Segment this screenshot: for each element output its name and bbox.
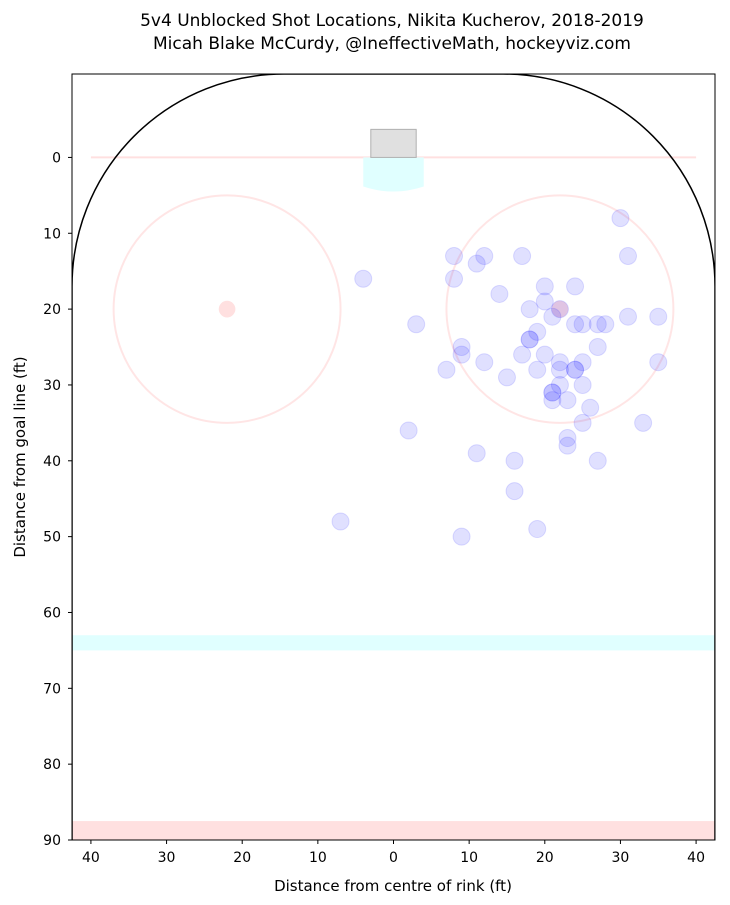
shot-point xyxy=(566,360,585,379)
rink-boards xyxy=(72,74,715,840)
shot-point xyxy=(535,277,554,296)
y-tick-label: 20 xyxy=(43,302,61,318)
shot-point xyxy=(550,353,569,372)
end-red-strip xyxy=(72,821,715,840)
shot-point xyxy=(581,398,600,417)
shot-point xyxy=(505,451,524,470)
shot-point xyxy=(543,307,562,326)
shot-point xyxy=(505,482,524,501)
shot-point xyxy=(535,345,554,364)
shot-point xyxy=(566,277,585,296)
x-tick-label: 10 xyxy=(460,850,478,866)
x-tick-label: 10 xyxy=(309,850,327,866)
shot-point xyxy=(452,345,471,364)
y-tick-label: 40 xyxy=(43,454,61,470)
shot-point xyxy=(520,300,539,319)
shot-point xyxy=(573,375,592,394)
shot-point xyxy=(558,429,577,448)
x-tick-label: 30 xyxy=(612,850,630,866)
blue-line xyxy=(72,635,715,651)
goal-crease xyxy=(363,157,424,192)
shot-point xyxy=(558,436,577,455)
shot-point xyxy=(543,383,562,402)
x-tick-label: 30 xyxy=(158,850,176,866)
shot-point xyxy=(550,300,569,319)
y-tick-label: 10 xyxy=(43,226,61,242)
y-tick-label: 30 xyxy=(43,378,61,394)
shot-point xyxy=(550,360,569,379)
shot-point xyxy=(437,360,456,379)
x-tick-label: 40 xyxy=(82,850,100,866)
y-tick-label: 70 xyxy=(43,681,61,697)
faceoff-dot-right xyxy=(551,300,569,318)
shot-point xyxy=(649,353,668,372)
shot-point xyxy=(467,254,486,273)
x-tick-label: 40 xyxy=(687,850,705,866)
shot-point xyxy=(573,315,592,334)
goal-net xyxy=(370,128,417,158)
shot-point xyxy=(573,353,592,372)
shot-point xyxy=(588,315,607,334)
shot-point xyxy=(588,338,607,357)
shot-point xyxy=(445,269,464,288)
shot-point xyxy=(475,247,494,266)
x-tick-label: 20 xyxy=(233,850,251,866)
y-axis-ticks: 0 10 20 30 40 50 60 70 80 90 xyxy=(43,150,72,849)
shot-point xyxy=(513,247,532,266)
shot-point xyxy=(619,247,638,266)
shot-point xyxy=(407,315,426,334)
y-tick-label: 80 xyxy=(43,757,61,773)
shot-point xyxy=(528,322,547,341)
y-tick-label: 60 xyxy=(43,605,61,621)
shot-point xyxy=(520,330,539,349)
shot-point xyxy=(558,391,577,410)
shot-point xyxy=(566,315,585,334)
y-axis-label: Distance from goal line (ft) xyxy=(11,356,29,557)
x-tick-label: 0 xyxy=(389,850,398,866)
shot-point xyxy=(475,353,494,372)
shot-point xyxy=(331,512,350,531)
shot-point xyxy=(452,527,471,546)
shot-point xyxy=(354,269,373,288)
shot-point xyxy=(649,307,668,326)
shot-point xyxy=(399,421,418,440)
shot-point xyxy=(588,451,607,470)
rink-markings xyxy=(72,74,715,840)
shot-point xyxy=(528,520,547,539)
shot-point xyxy=(513,345,532,364)
shot-point xyxy=(619,307,638,326)
y-tick-label: 90 xyxy=(43,833,61,849)
shot-point xyxy=(445,247,464,266)
x-tick-label: 20 xyxy=(536,850,554,866)
shot-point xyxy=(596,315,615,334)
shot-point xyxy=(634,413,653,432)
shot-point xyxy=(550,375,569,394)
y-tick-label: 0 xyxy=(52,150,61,166)
y-tick-label: 50 xyxy=(43,530,61,546)
shot-point xyxy=(490,284,509,303)
shot-point xyxy=(528,360,547,379)
shot-point xyxy=(611,209,630,228)
shot-point xyxy=(520,330,539,349)
chart-subtitle: Micah Blake McCurdy, @IneffectiveMath, h… xyxy=(153,34,631,54)
shot-point xyxy=(543,391,562,410)
shot-point xyxy=(543,383,562,402)
shot-markers xyxy=(331,209,668,546)
faceoff-circle-right xyxy=(445,194,675,424)
x-axis-label: Distance from centre of rink (ft) xyxy=(274,877,512,895)
shot-point xyxy=(535,292,554,311)
faceoff-circle-left xyxy=(112,194,342,424)
shot-point xyxy=(452,338,471,357)
shot-point xyxy=(467,444,486,463)
chart-title: 5v4 Unblocked Shot Locations, Nikita Kuc… xyxy=(140,11,644,31)
x-axis-ticks: 40 30 20 10 0 10 20 30 40 xyxy=(82,840,705,866)
shot-point xyxy=(497,368,516,387)
faceoff-dot-left xyxy=(218,300,236,318)
shot-point xyxy=(573,413,592,432)
shot-point xyxy=(566,360,585,379)
